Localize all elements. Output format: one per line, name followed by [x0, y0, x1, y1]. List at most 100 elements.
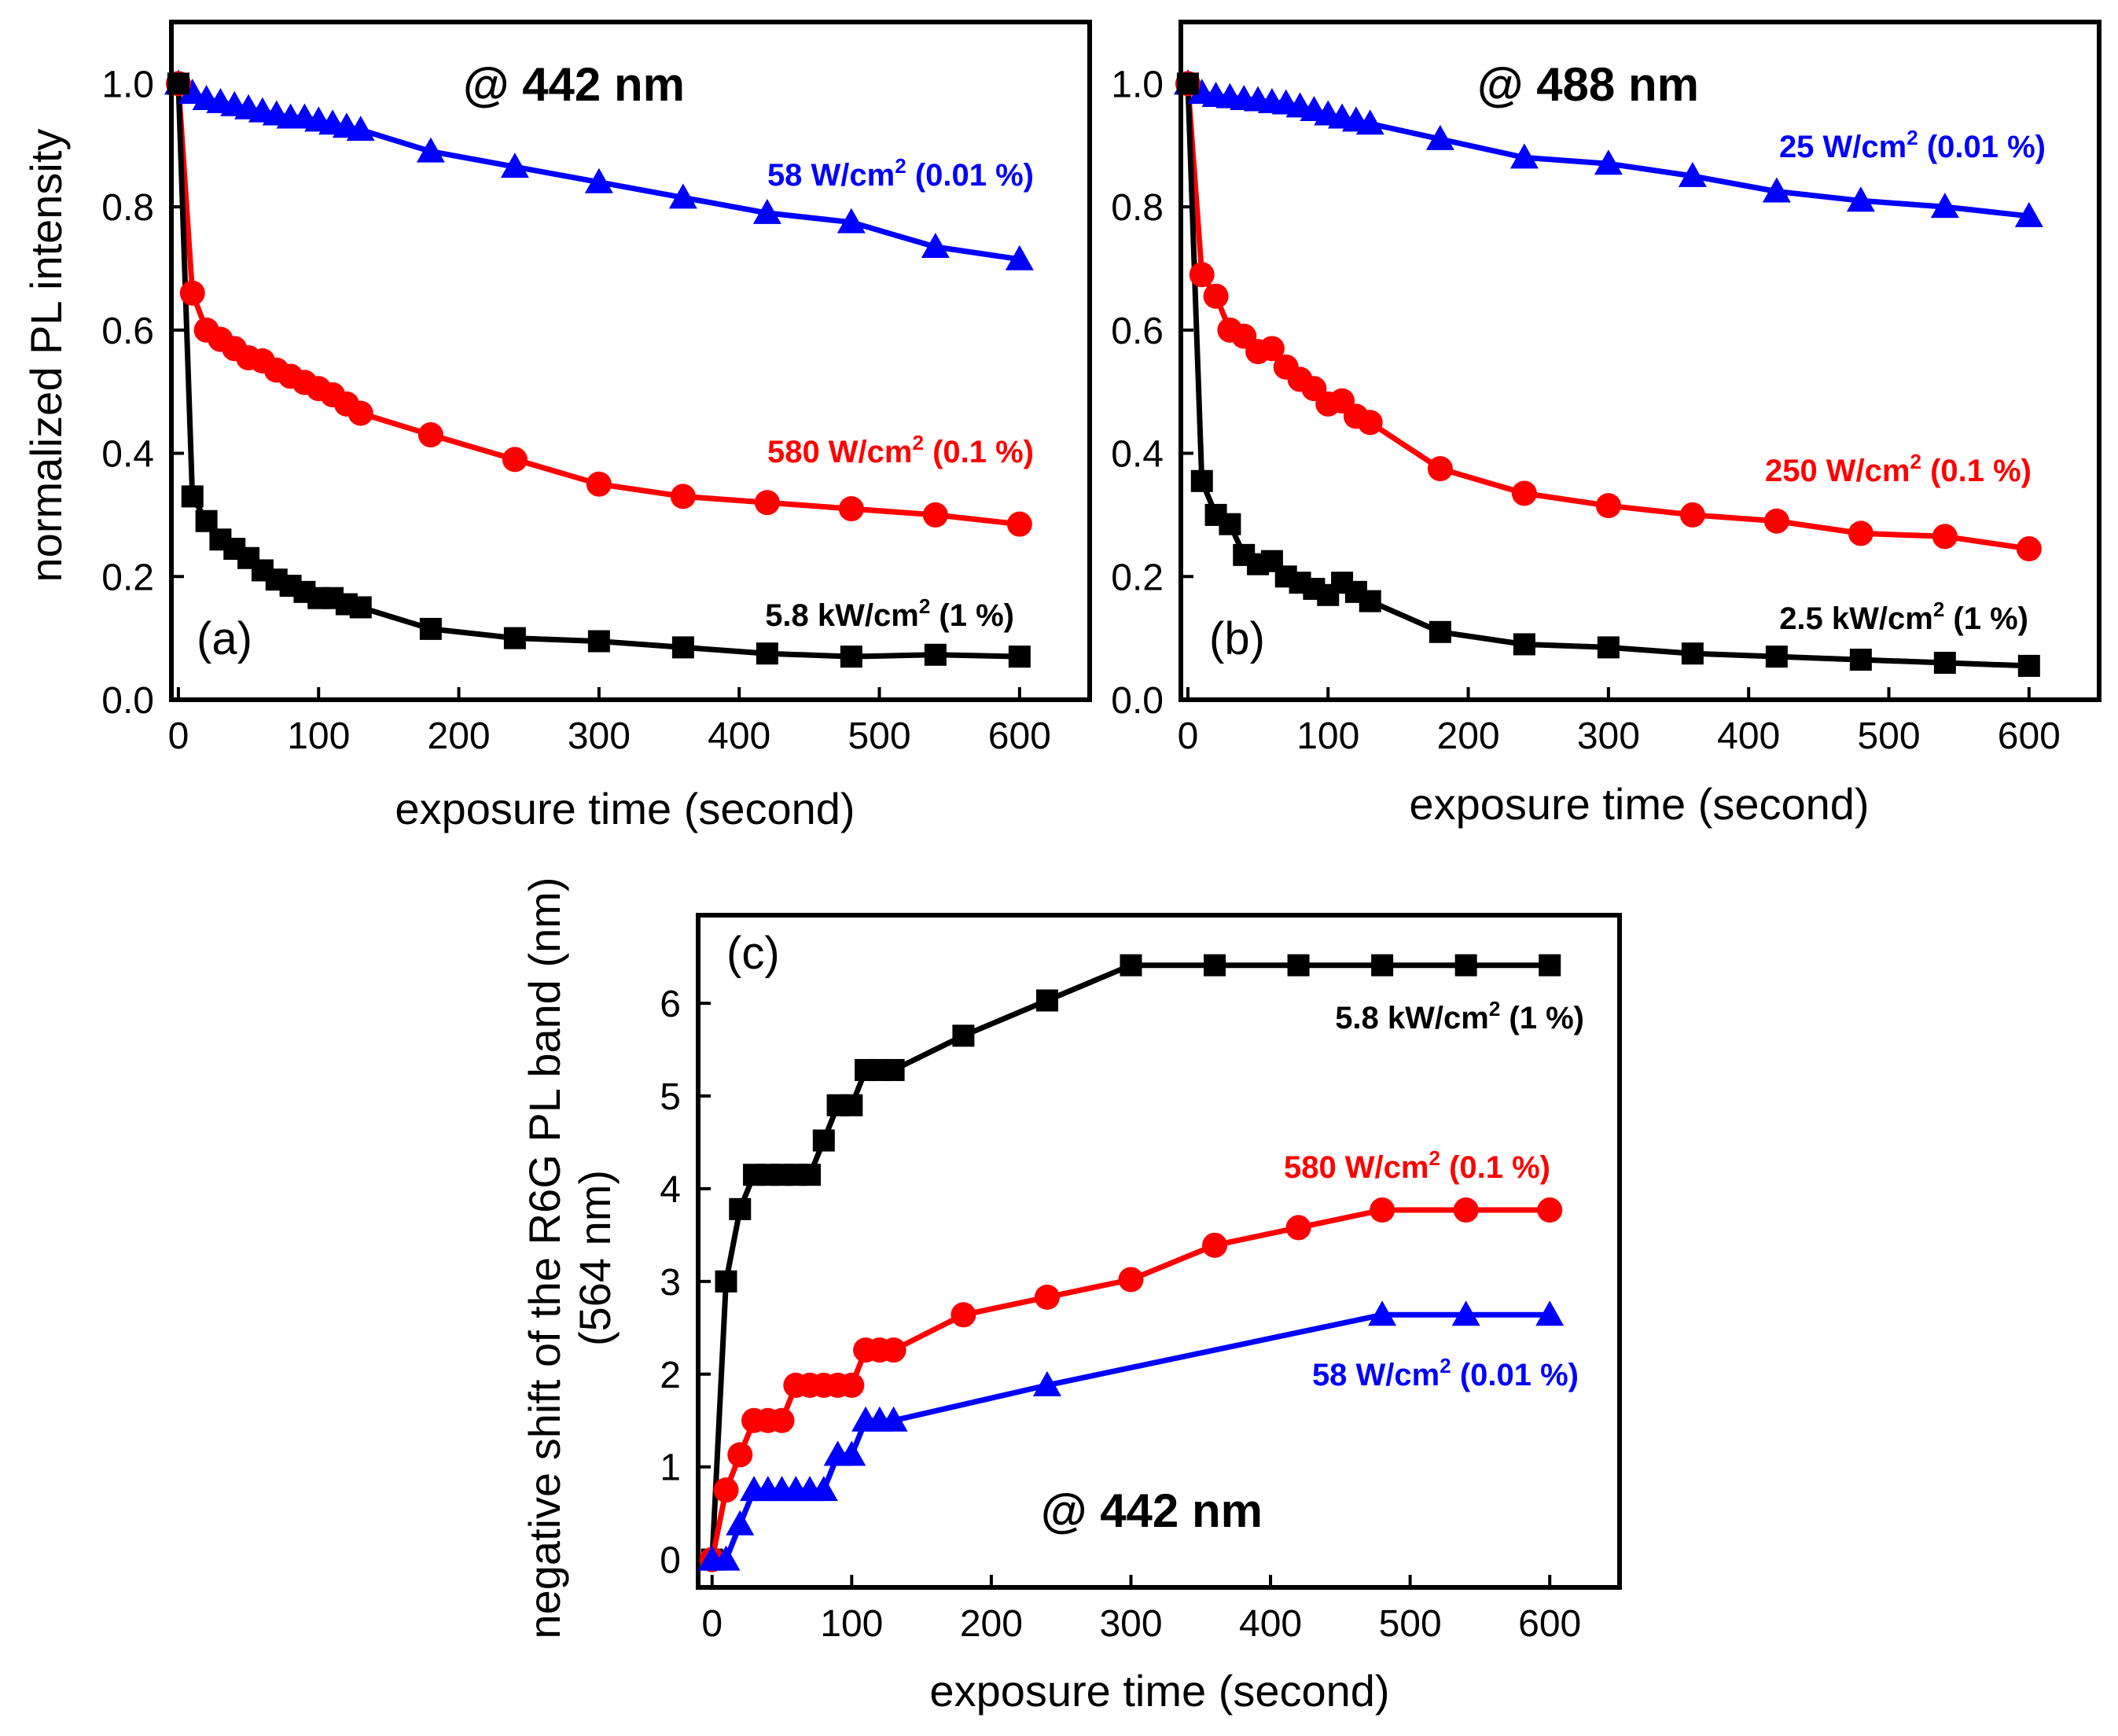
panel-b-series-2-point [1429, 620, 1451, 643]
panel-b-series-0-point [1678, 161, 1707, 187]
panel-a-series-1-point [922, 502, 948, 528]
panel-a-series-2-point [167, 72, 189, 95]
panel-c-ylabel: negative shift of the R6G PL band (nm) [520, 877, 569, 1639]
panel-a-label-red: 580 W/cm2 (0.1 %) [767, 431, 1034, 469]
panel-c-xtick-label: 500 [1379, 1603, 1442, 1645]
panel-c-series-1-point [727, 1442, 753, 1468]
panel-b-series-0-point [1594, 149, 1623, 175]
panel-a-series-0-point [416, 137, 445, 163]
panel-c-ytick-label: 2 [660, 1355, 681, 1396]
panel-a-series-1-point [670, 484, 696, 509]
panel-b-series-1-point [1357, 410, 1383, 436]
panel-c-series-1-point [1202, 1232, 1228, 1258]
panel-b-xtick-label: 200 [1437, 715, 1500, 757]
panel-a-xtick-label: 200 [428, 715, 491, 757]
panel-a-xtick-label: 500 [848, 715, 910, 757]
panel-b-series-0-point [1930, 193, 1959, 219]
panel-a-ytick-label: 1.0 [101, 64, 154, 105]
panel-a-series-2-point [503, 627, 526, 649]
panel-a-series-0-point [584, 167, 613, 193]
panel-a-series-2-point [671, 636, 694, 659]
panel-c-ytick-label: 1 [660, 1447, 681, 1489]
panel-b-series-1-point [1427, 456, 1453, 482]
panel-a-xtick-label: 100 [287, 715, 350, 757]
panel-a-series-0-point [346, 116, 375, 142]
panel-a-series-1-point [838, 496, 864, 522]
panel-b-xtick-label: 400 [1717, 715, 1780, 757]
panel-c-series-1-point [1118, 1267, 1144, 1293]
panel-b-ytick-label: 0.0 [1111, 680, 1164, 722]
panel-b-series-0-point [1425, 124, 1454, 150]
panel-b-series-2-point [1597, 636, 1620, 659]
panel-a: 0 100 200 300 400 500 600 0.0 0.2 0.4 0.6 0.8 1.0 @ … [21, 20, 1092, 833]
panel-b-series-0-point [1846, 186, 1875, 212]
panel-c-label-black: 5.8 kW/cm2 (1 %) [1335, 997, 1584, 1035]
panel-a-xlabel: exposure time (second) [395, 784, 855, 833]
panel-c-xtick-label: 100 [820, 1603, 883, 1645]
panel-a-label: (a) [197, 613, 252, 664]
panel-c-series-0-point [1035, 989, 1058, 1012]
panel-c-series-1-point [881, 1337, 906, 1363]
panel-c-label: (c) [726, 928, 780, 979]
panel-c-series-0-point [840, 1094, 863, 1116]
panel-a-series-2-point [756, 642, 778, 665]
panel-c-series-1-point [839, 1372, 865, 1398]
panel-a-ytick-label: 0.4 [101, 434, 154, 476]
panel-c-series-2-point [712, 1545, 741, 1571]
panel-a-series-1-point [1006, 511, 1032, 537]
panel-a-series-1-point [502, 447, 528, 473]
panel-b-label: (b) [1209, 613, 1265, 664]
panel-a-series-0-point [500, 153, 529, 178]
panel-b-xtick-label: 100 [1296, 715, 1359, 757]
panel-b-series-2-point [1849, 649, 1872, 671]
panel-c-series-0-point [1204, 954, 1226, 977]
panel-c-series-1-point [1285, 1215, 1311, 1241]
panel-b-ytick-label: 0.6 [1111, 311, 1164, 352]
panel-a-series-0-point [1005, 245, 1034, 270]
panel-c-series-0-point [1120, 954, 1142, 977]
panel-a-ytick-label: 0.2 [101, 557, 154, 598]
panel-b-series-1-point [1848, 520, 1873, 546]
panel-a-xtick-label: 300 [568, 715, 631, 757]
panel-c-ylabel-line2: (564 nm) [570, 1170, 620, 1346]
panel-a-xtick-label: 0 [168, 715, 189, 757]
panel-b-series-1-point [1679, 502, 1705, 528]
panel-b-series-1-point [1203, 283, 1229, 309]
panel-b-series-1-point [1763, 508, 1789, 534]
panel-b-series-1-point [1595, 493, 1621, 519]
panel-a-series-2-point [195, 509, 218, 532]
panel-a-frame [169, 20, 1092, 702]
panel-a-series-0-point [921, 233, 950, 259]
panel-b-xtick-label: 600 [1998, 715, 2061, 757]
panel-c-label-red: 580 W/cm2 (0.1 %) [1284, 1146, 1550, 1185]
panel-b-label-red: 250 W/cm2 (0.1 %) [1765, 450, 2032, 488]
panel-c-series-2-point [1032, 1370, 1061, 1396]
panel-b-series-0-point [1762, 177, 1791, 203]
panel-b-series-0-point [1355, 109, 1384, 135]
panel-c-series-1-point [1370, 1197, 1395, 1223]
panel-a-series-2-point [1008, 645, 1031, 668]
panel-a-series-2-point [349, 596, 372, 619]
panel-b-frame [1179, 20, 2101, 702]
panel-a-series-0-point [752, 198, 781, 224]
panel-b-ytick-label: 0.8 [1111, 187, 1164, 229]
panel-a-series-1-point [347, 400, 373, 426]
panel-b-series-2-point [1219, 513, 1241, 535]
panel-c-series-2-point [1368, 1300, 1397, 1326]
panel-b-xtick-label: 500 [1857, 715, 1920, 757]
panel-c-ytick-label: 0 [660, 1540, 681, 1582]
panel-b-xtick-label: 300 [1577, 715, 1640, 757]
panel-a-series-2-point [587, 630, 610, 653]
panel-a-xtick-label: 400 [708, 715, 770, 757]
panel-b-series-2-point [2017, 654, 2040, 677]
panel-c-series-0-point [1539, 954, 1561, 977]
panel-a-series-0-point [668, 183, 697, 209]
panel-c-series-2-point [726, 1510, 755, 1536]
panel-b-ytick-label: 0.2 [1111, 557, 1164, 598]
panel-a-series-2-point [419, 617, 442, 640]
panel-b-series-2-point [1190, 469, 1213, 492]
panel-c-series-1-point [1537, 1197, 1563, 1223]
panel-a-series-0-point [837, 208, 866, 234]
panel-c-series-2-point [1535, 1300, 1565, 1326]
panel-b-label-black: 2.5 kW/cm2 (1 %) [1779, 598, 2028, 636]
